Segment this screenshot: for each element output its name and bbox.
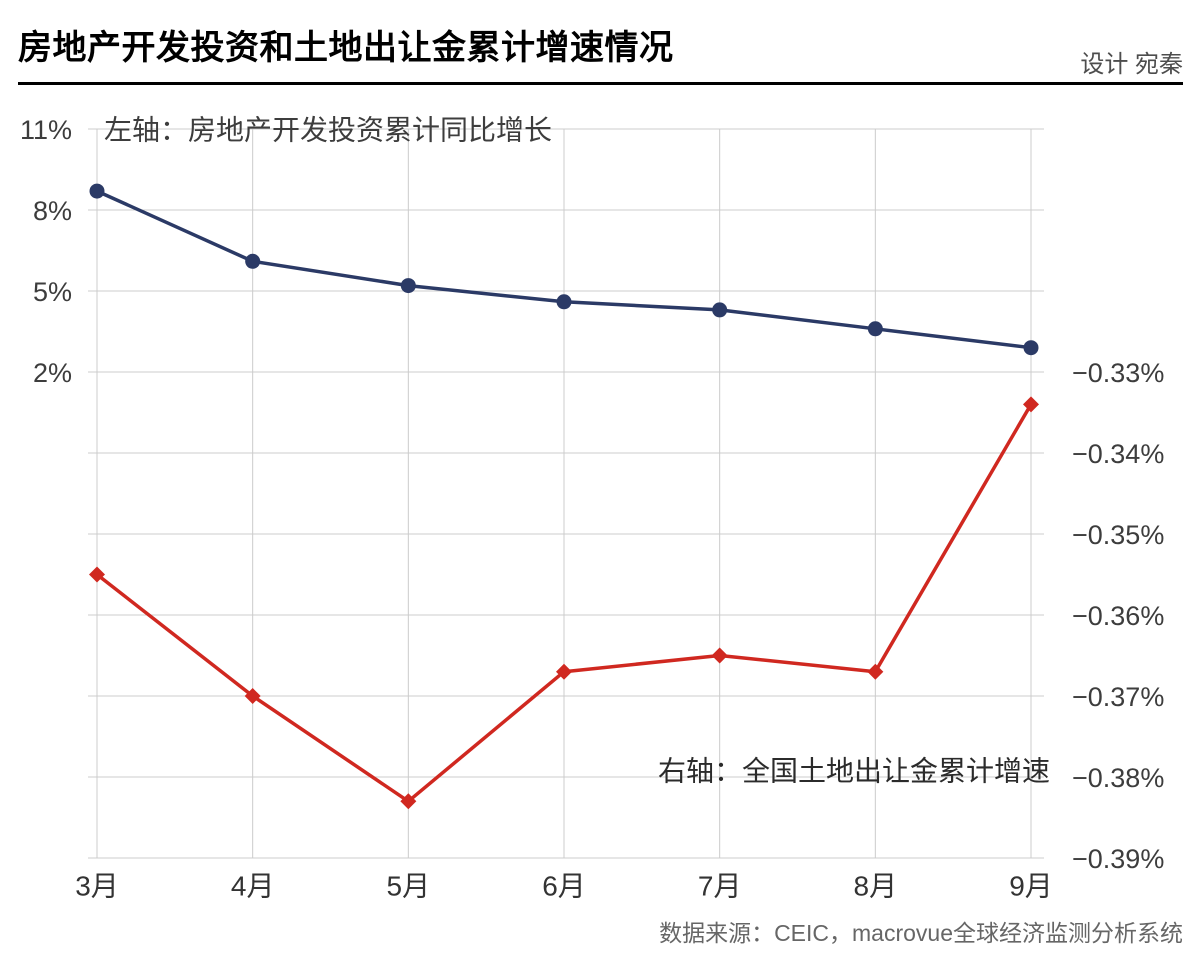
investment-marker bbox=[712, 302, 728, 318]
design-credit: 设计 宛秦 bbox=[1080, 51, 1183, 78]
investment-marker bbox=[867, 321, 883, 337]
left-axis-tick: 11% bbox=[20, 115, 72, 145]
left-axis-tick: 8% bbox=[33, 196, 72, 226]
land-sale-marker bbox=[400, 793, 417, 810]
data-source: 数据来源：CEIC，macrovue全球经济监测分析系统 bbox=[659, 920, 1183, 946]
left-axis-tick: 2% bbox=[33, 358, 72, 388]
right-axis-tick: −0.35% bbox=[1072, 520, 1164, 550]
left-axis-tick: 5% bbox=[33, 277, 72, 307]
right-axis-tick: −0.37% bbox=[1072, 682, 1164, 712]
land-sale-marker bbox=[867, 663, 884, 680]
left-axis-title: 左轴：房地产开发投资累计同比增长 bbox=[104, 115, 552, 146]
right-axis-tick: −0.34% bbox=[1072, 439, 1164, 469]
right-axis-tick: −0.39% bbox=[1072, 844, 1164, 874]
x-axis-label: 5月 bbox=[387, 871, 431, 902]
x-axis-label: 7月 bbox=[698, 871, 742, 902]
right-axis-tick: −0.36% bbox=[1072, 601, 1164, 631]
investment-marker bbox=[1023, 340, 1039, 356]
investment-marker bbox=[400, 278, 416, 294]
investment-marker bbox=[245, 253, 261, 269]
x-axis-label: 3月 bbox=[75, 871, 119, 902]
land-sale-marker bbox=[89, 566, 105, 583]
land-sale-marker bbox=[1023, 396, 1039, 413]
title-divider bbox=[18, 82, 1183, 85]
land-sale-marker bbox=[244, 688, 261, 704]
right-axis-tick: −0.33% bbox=[1072, 358, 1164, 388]
x-axis-label: 8月 bbox=[854, 871, 898, 902]
x-axis-label: 6月 bbox=[542, 871, 586, 902]
page-title: 房地产开发投资和土地出让金累计增速情况 bbox=[18, 29, 674, 67]
investment-marker bbox=[556, 294, 572, 310]
x-axis-label: 9月 bbox=[1009, 871, 1053, 902]
right-axis-tick: −0.38% bbox=[1072, 763, 1164, 793]
land-sale-marker bbox=[711, 647, 728, 664]
land-sale-marker bbox=[556, 663, 572, 680]
x-axis-label: 4月 bbox=[231, 871, 275, 902]
right-axis-title: 右轴：全国土地出让金累计增速 bbox=[658, 756, 1050, 787]
investment-marker bbox=[89, 183, 105, 199]
